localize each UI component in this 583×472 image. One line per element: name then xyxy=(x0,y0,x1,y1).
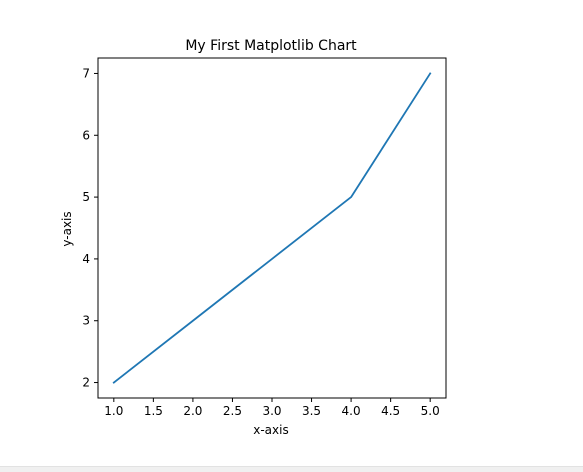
x-tick-label: 1.0 xyxy=(104,404,123,418)
x-tick-label: 4.0 xyxy=(342,404,361,418)
series-layer xyxy=(112,72,432,384)
x-tick-label: 3.0 xyxy=(262,404,281,418)
plot-frame xyxy=(97,57,447,399)
y-axis-ticks: 2 3 4 5 6 7 xyxy=(82,66,98,390)
y-tick-label: 2 xyxy=(82,376,90,390)
x-axis-ticks: 1.0 1.5 2.0 2.5 3.0 3.5 4.0 4.5 5.0 xyxy=(104,398,440,418)
chart-title: My First Matplotlib Chart xyxy=(185,38,357,54)
x-tick-label: 5.0 xyxy=(421,404,440,418)
series-line xyxy=(112,72,432,384)
window-bottom-strip xyxy=(0,466,583,472)
y-tick-label: 6 xyxy=(82,128,90,142)
y-tick-label: 4 xyxy=(82,252,90,266)
x-tick-label: 2.5 xyxy=(223,404,242,418)
x-axis-label: x-axis xyxy=(253,423,288,437)
x-tick-label: 1.5 xyxy=(144,404,163,418)
y-tick-label: 3 xyxy=(82,314,90,328)
x-tick-label: 3.5 xyxy=(302,404,321,418)
x-tick-label: 2.0 xyxy=(183,404,202,418)
y-tick-label: 7 xyxy=(82,66,90,80)
y-axis-label: y-axis xyxy=(60,211,74,246)
x-tick-label: 4.5 xyxy=(381,404,400,418)
y-tick-label: 5 xyxy=(82,190,90,204)
